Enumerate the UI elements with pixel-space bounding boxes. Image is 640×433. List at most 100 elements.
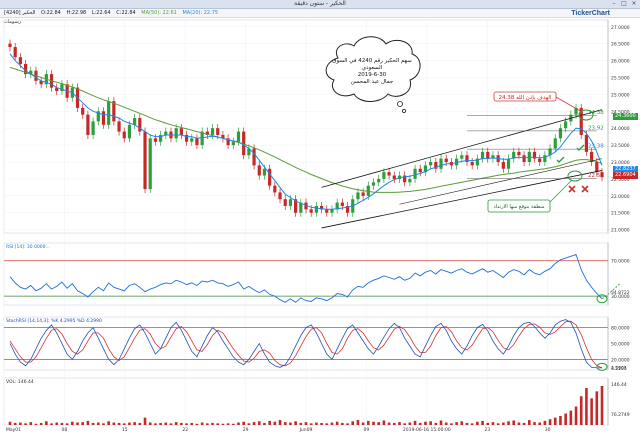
candle-body bbox=[29, 70, 33, 75]
drawings-toolbar-label[interactable]: رسومات bbox=[3, 19, 22, 25]
candle-body bbox=[418, 168, 422, 173]
volume-bar bbox=[367, 420, 370, 425]
volume-bar bbox=[517, 422, 521, 425]
volume-bar bbox=[341, 422, 344, 425]
volume-bar bbox=[460, 421, 464, 425]
volume-bar bbox=[24, 423, 27, 425]
volume-bar bbox=[564, 413, 567, 425]
candle-body bbox=[460, 155, 464, 159]
volume-bar bbox=[71, 421, 74, 425]
minimize-button[interactable]: – bbox=[612, 0, 616, 7]
candle-body bbox=[501, 162, 505, 169]
low-value: L:22.64 bbox=[91, 10, 111, 16]
volume-bar bbox=[429, 421, 432, 425]
candle-body bbox=[190, 138, 194, 142]
axes: 27.0000 26.5000 26.0000 25.5000 25.0000 24.50… bbox=[6, 20, 630, 433]
volume-bar bbox=[102, 423, 105, 425]
candle-body bbox=[454, 158, 459, 166]
volume-bar bbox=[325, 423, 329, 425]
volume-bar bbox=[273, 421, 277, 425]
candle-body bbox=[195, 138, 199, 146]
volume-bar bbox=[55, 422, 59, 425]
candle-body bbox=[148, 138, 152, 190]
price-tick-label: 23.0000 bbox=[611, 160, 630, 166]
red-x-mark bbox=[581, 185, 589, 193]
candle-body bbox=[574, 107, 578, 115]
level-label: 23.92 bbox=[588, 125, 604, 131]
volume-bar bbox=[309, 423, 313, 425]
volume-bar bbox=[96, 422, 100, 425]
volume-bar bbox=[185, 423, 188, 425]
stoch-tick-label: 3.5104 bbox=[611, 366, 627, 372]
volume-bar bbox=[502, 422, 505, 425]
candle-body bbox=[247, 148, 251, 156]
candle-body bbox=[309, 209, 313, 213]
support-callout-box bbox=[487, 199, 551, 213]
volume-bar bbox=[512, 420, 516, 425]
volume-bar bbox=[29, 422, 33, 425]
candle-body bbox=[174, 128, 178, 139]
close-button[interactable]: × bbox=[631, 0, 637, 7]
volume-bar bbox=[247, 423, 251, 425]
volume-bar bbox=[330, 422, 334, 425]
candle-body bbox=[101, 111, 106, 125]
candle-body bbox=[117, 121, 121, 132]
volume-bar bbox=[434, 422, 438, 425]
volume-bar bbox=[211, 422, 214, 425]
volume-bar bbox=[216, 423, 220, 425]
volume-bar bbox=[372, 421, 375, 425]
candle-body bbox=[595, 162, 599, 173]
candle-body bbox=[377, 178, 381, 183]
candle-body bbox=[138, 118, 142, 132]
volume-bar bbox=[351, 421, 355, 425]
candle-body bbox=[314, 205, 318, 213]
candle-body bbox=[434, 162, 438, 169]
volume-bar bbox=[117, 422, 121, 425]
volume-bar bbox=[268, 420, 271, 425]
green-check-mark bbox=[556, 156, 565, 163]
candle-body bbox=[8, 43, 12, 48]
candle-body bbox=[283, 199, 287, 206]
candle-body bbox=[96, 111, 100, 122]
stoch-tick-label: 20.0000 bbox=[611, 357, 630, 363]
stoch-oversold-circle bbox=[596, 362, 608, 371]
candle-body bbox=[538, 158, 542, 162]
candle-body bbox=[491, 155, 495, 159]
candle-body bbox=[335, 202, 339, 210]
candle-body bbox=[278, 192, 282, 200]
stoch-tick-label: 80.0000 bbox=[611, 326, 630, 332]
volume-bar bbox=[548, 419, 552, 425]
volume-bar bbox=[50, 423, 53, 425]
maximize-button[interactable]: □ bbox=[621, 0, 627, 7]
volume-bar bbox=[190, 422, 194, 425]
candle-body bbox=[179, 128, 183, 135]
volume-tick-label: 146.44 bbox=[611, 382, 627, 388]
rsi-tick-label: 34.8722 bbox=[611, 290, 630, 296]
ohlc-info-bar: [4240] الحكير O:22.84 H:22.98 L:22.64 C:… bbox=[0, 9, 640, 18]
support-circle bbox=[567, 170, 583, 182]
candle-body bbox=[522, 155, 526, 162]
ma-slow-line bbox=[9, 66, 603, 193]
price-tick-label: 25.0000 bbox=[611, 92, 630, 98]
price-tag: 22.8237 bbox=[613, 165, 638, 173]
volume-bar bbox=[143, 417, 147, 425]
volume-bar bbox=[76, 422, 79, 425]
candle-body bbox=[356, 192, 360, 200]
stoch-label: StochRSI [14,14,3]: %K 4.2995 %D 4.2990 bbox=[6, 318, 102, 324]
volume-bar bbox=[221, 423, 225, 425]
volume-bar bbox=[543, 420, 547, 425]
high-value: H:22.98 bbox=[66, 10, 87, 16]
candle-body bbox=[226, 138, 230, 146]
candle-body bbox=[392, 175, 396, 179]
ma-slow-value: MA(50): 22.61 bbox=[141, 10, 177, 16]
volume-bar bbox=[34, 423, 38, 425]
level-label: 23.38 bbox=[588, 144, 604, 150]
candle-body bbox=[112, 101, 116, 122]
volume-label: VOL: 146.44 bbox=[6, 379, 34, 385]
annotations-layer: سهم الحكير رقم 4240 في السوقالسعودي2019-… bbox=[325, 36, 594, 213]
target-callout-text: الهدف بإذن الله 24.38 bbox=[499, 95, 552, 101]
volume-bar bbox=[346, 423, 349, 425]
green-check-mark bbox=[576, 144, 585, 151]
candle-body bbox=[403, 175, 407, 183]
